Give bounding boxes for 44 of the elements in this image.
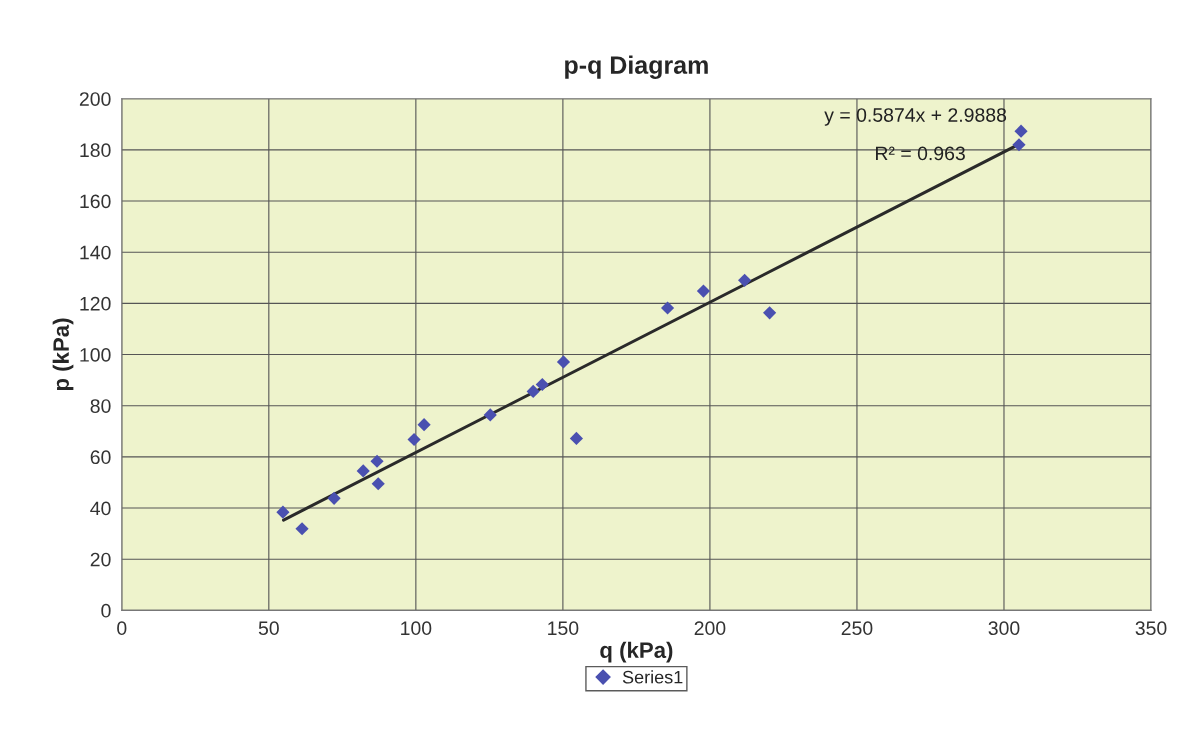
point bbox=[327, 491, 341, 505]
point bbox=[526, 384, 540, 398]
point bbox=[1012, 138, 1026, 152]
point bbox=[356, 464, 370, 478]
y-tick-label: 200 bbox=[79, 92, 111, 106]
y-tick-label: 0 bbox=[101, 603, 111, 618]
x-tick-label: 250 bbox=[841, 621, 873, 636]
annotation: R² = 0.963 bbox=[876, 146, 965, 161]
point bbox=[371, 477, 385, 491]
point bbox=[696, 284, 711, 298]
point bbox=[763, 306, 777, 320]
annotation: y = 0.5874x + 2.9888 bbox=[824, 108, 1007, 126]
x-tick-label: 50 bbox=[258, 621, 279, 636]
y-tick-label: 100 bbox=[80, 348, 111, 362]
y-tick-label: 20 bbox=[90, 552, 111, 567]
point bbox=[535, 377, 549, 392]
y-axis-title: p (kPa) bbox=[52, 318, 74, 391]
point bbox=[556, 355, 571, 369]
point bbox=[417, 418, 431, 432]
point bbox=[483, 408, 497, 422]
legend-label: Series1 bbox=[622, 670, 683, 684]
x-tick-label: 200 bbox=[694, 621, 726, 636]
point bbox=[660, 301, 675, 315]
x-axis-title: q (kPa) bbox=[600, 641, 673, 663]
y-tick-label: 40 bbox=[90, 501, 111, 516]
y-tick-label: 140 bbox=[80, 245, 111, 260]
point bbox=[1014, 124, 1028, 138]
point bbox=[569, 431, 583, 446]
point bbox=[295, 522, 309, 536]
y-tick-label: 120 bbox=[80, 296, 111, 311]
x-tick-label: 0 bbox=[117, 621, 127, 636]
y-tick-label: 160 bbox=[80, 194, 111, 209]
x-tick-label: 100 bbox=[401, 621, 432, 636]
y-tick-label: 80 bbox=[90, 399, 111, 413]
y-tick-label: 60 bbox=[90, 450, 111, 465]
y-tick-label: 180 bbox=[80, 143, 111, 158]
point bbox=[407, 432, 421, 447]
point bbox=[738, 273, 752, 287]
point bbox=[276, 505, 290, 519]
chart-title: p-q Diagram bbox=[565, 55, 708, 79]
x-tick-label: 350 bbox=[1135, 621, 1167, 636]
point bbox=[370, 454, 384, 468]
x-tick-label: 300 bbox=[988, 621, 1020, 636]
x-tick-label: 150 bbox=[548, 621, 579, 636]
